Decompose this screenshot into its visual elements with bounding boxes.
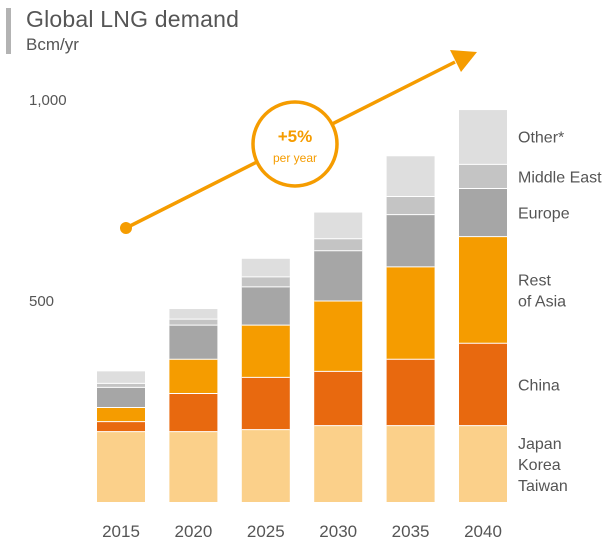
bar-segment-2025-2 — [241, 325, 290, 378]
bar-segment-2025-4 — [241, 276, 290, 287]
growth-arrow-head — [450, 50, 477, 72]
bar-segment-2035-3 — [386, 214, 435, 267]
y-tick-label-1000: 1,000 — [29, 92, 67, 109]
bars-group — [97, 110, 507, 502]
bar-segment-2035-4 — [386, 196, 435, 215]
bar-segment-2020-4 — [169, 319, 218, 326]
bar-segment-2030-5 — [314, 212, 363, 239]
bar-segment-2025-1 — [241, 377, 290, 430]
growth-rate-sub-label: per year — [273, 151, 317, 165]
bar-segment-2020-3 — [169, 325, 218, 360]
bar-segment-2040-3 — [459, 188, 507, 237]
x-axis: 2015 2020 2025 2030 2035 2040 — [102, 522, 502, 541]
bar-segment-2015-1 — [97, 421, 145, 432]
bar-segment-2020-2 — [169, 359, 218, 394]
x-tick-label-2020: 2020 — [174, 522, 212, 541]
x-tick-label-2035: 2035 — [392, 522, 430, 541]
bar-segment-2040-1 — [459, 343, 507, 426]
series-label-1: China — [518, 377, 560, 394]
series-label-3: Europe — [518, 206, 570, 223]
bar-segment-2035-2 — [386, 266, 435, 360]
x-tick-label-2025: 2025 — [247, 522, 285, 541]
bar-segment-2025-0 — [241, 429, 290, 502]
series-label-0: Japan Korea Taiwan — [518, 436, 568, 495]
chart-unit: Bcm/yr — [26, 35, 79, 54]
bar-segment-2030-0 — [314, 425, 363, 502]
bar-segment-2035-1 — [386, 359, 435, 426]
bar-segment-2015-0 — [97, 431, 145, 502]
y-tick-label-500: 500 — [29, 293, 54, 310]
x-tick-label-2015: 2015 — [102, 522, 140, 541]
bar-segment-2015-4 — [97, 383, 145, 388]
bar-segment-2015-2 — [97, 407, 145, 422]
bar-segment-2035-0 — [386, 425, 435, 502]
title-accent-bar — [6, 8, 11, 54]
y-axis: 500 1,000 — [29, 92, 67, 310]
bar-segment-2025-5 — [241, 258, 290, 277]
bar-segment-2030-2 — [314, 301, 363, 372]
series-label-5: Other* — [518, 129, 564, 146]
growth-arrow-start-dot — [120, 222, 132, 234]
series-label-2: Rest of Asia — [518, 272, 566, 310]
growth-badge-circle — [251, 100, 339, 188]
bar-segment-2040-5 — [459, 110, 507, 165]
bar-segment-2020-5 — [169, 309, 218, 320]
x-tick-label-2030: 2030 — [319, 522, 357, 541]
series-label-4: Middle East — [518, 169, 602, 186]
bar-segment-2040-4 — [459, 164, 507, 189]
bar-segment-2015-5 — [97, 371, 145, 384]
chart-title: Global LNG demand — [26, 6, 240, 32]
bar-segment-2020-1 — [169, 393, 218, 432]
bar-segment-2030-4 — [314, 238, 363, 251]
growth-annotation: +5% per year — [120, 50, 477, 234]
bar-segment-2030-3 — [314, 250, 363, 301]
series-labels: Japan Korea Taiwan China Rest of Asia Europe Mi… — [518, 129, 602, 494]
bar-segment-2040-2 — [459, 236, 507, 344]
bar-segment-2015-3 — [97, 387, 145, 408]
x-tick-label-2040: 2040 — [464, 522, 502, 541]
growth-rate-label: +5% — [278, 127, 313, 146]
bar-segment-2035-5 — [386, 156, 435, 197]
bar-segment-2020-0 — [169, 431, 218, 502]
bar-segment-2030-1 — [314, 371, 363, 426]
bar-segment-2040-0 — [459, 425, 507, 502]
bar-segment-2025-3 — [241, 286, 290, 326]
